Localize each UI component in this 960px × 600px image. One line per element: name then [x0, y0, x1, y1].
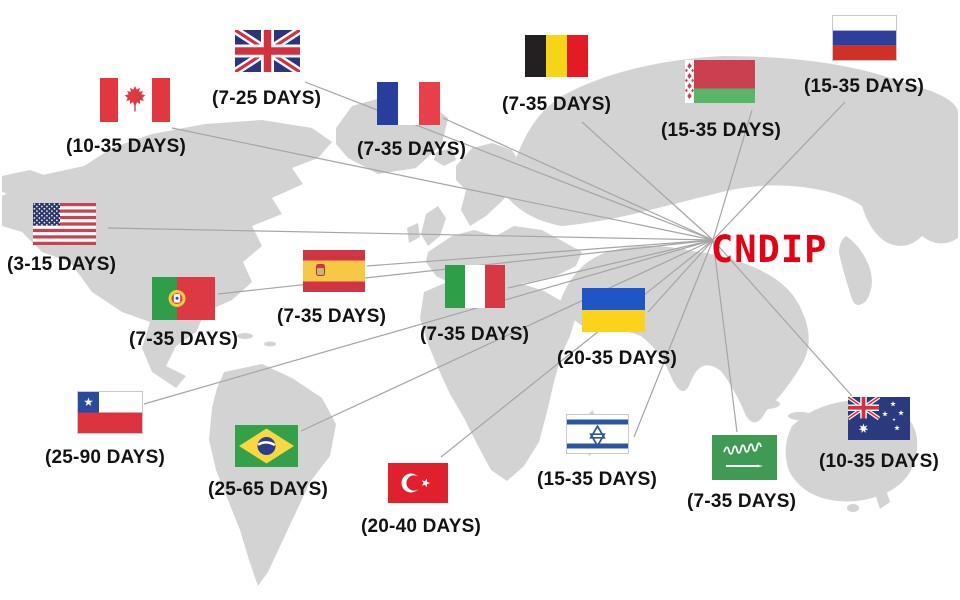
shipping-days-portugal: (7-35 DAYS): [129, 329, 239, 350]
flag-belgium-icon: [525, 35, 588, 77]
shipping-days-chile: (25-90 DAYS): [45, 447, 165, 468]
flag-france-icon: [377, 82, 440, 125]
flag-israel-icon: [567, 415, 628, 453]
flag-russia-icon: [833, 16, 896, 60]
shipping-days-france: (7-35 DAYS): [357, 139, 467, 160]
flag-australia-icon: [848, 397, 910, 440]
flag-brazil-icon: [235, 425, 298, 467]
flag-canada-icon: [100, 78, 170, 122]
flag-uk-icon: [235, 30, 300, 72]
shipping-days-canada: (10-35 DAYS): [66, 136, 186, 157]
flag-turkey-icon: [388, 463, 448, 503]
flag-italy-icon: [445, 265, 505, 308]
shipping-days-russia: (15-35 DAYS): [804, 76, 924, 97]
brand-wordmark: CNDIP: [711, 228, 828, 271]
shipping-days-ukraine: (20-35 DAYS): [557, 348, 677, 369]
shipping-days-belgium: (7-35 DAYS): [502, 94, 612, 115]
shipping-days-australia: (10-35 DAYS): [819, 451, 939, 472]
flag-belarus-icon: [685, 60, 755, 103]
shipping-days-turkey: (20-40 DAYS): [361, 516, 481, 537]
flag-spain-icon: [303, 250, 365, 292]
shipping-days-israel: (15-35 DAYS): [537, 469, 657, 490]
shipping-days-brazil: (25-65 DAYS): [208, 479, 328, 500]
shipping-days-saudi: (7-35 DAYS): [687, 491, 797, 512]
shipping-days-uk: (7-25 DAYS): [212, 88, 322, 109]
flag-saudi-icon: [712, 435, 777, 480]
shipping-days-italy: (7-35 DAYS): [420, 324, 530, 345]
shipping-days-belarus: (15-35 DAYS): [661, 120, 781, 141]
flag-chile-icon: [78, 392, 142, 433]
shipping-days-spain: (7-35 DAYS): [277, 306, 387, 327]
flag-usa-icon: [33, 203, 96, 245]
shipping-days-usa: (3-15 DAYS): [7, 254, 117, 275]
flag-ukraine-icon: [582, 288, 645, 332]
flag-portugal-icon: [152, 277, 215, 320]
